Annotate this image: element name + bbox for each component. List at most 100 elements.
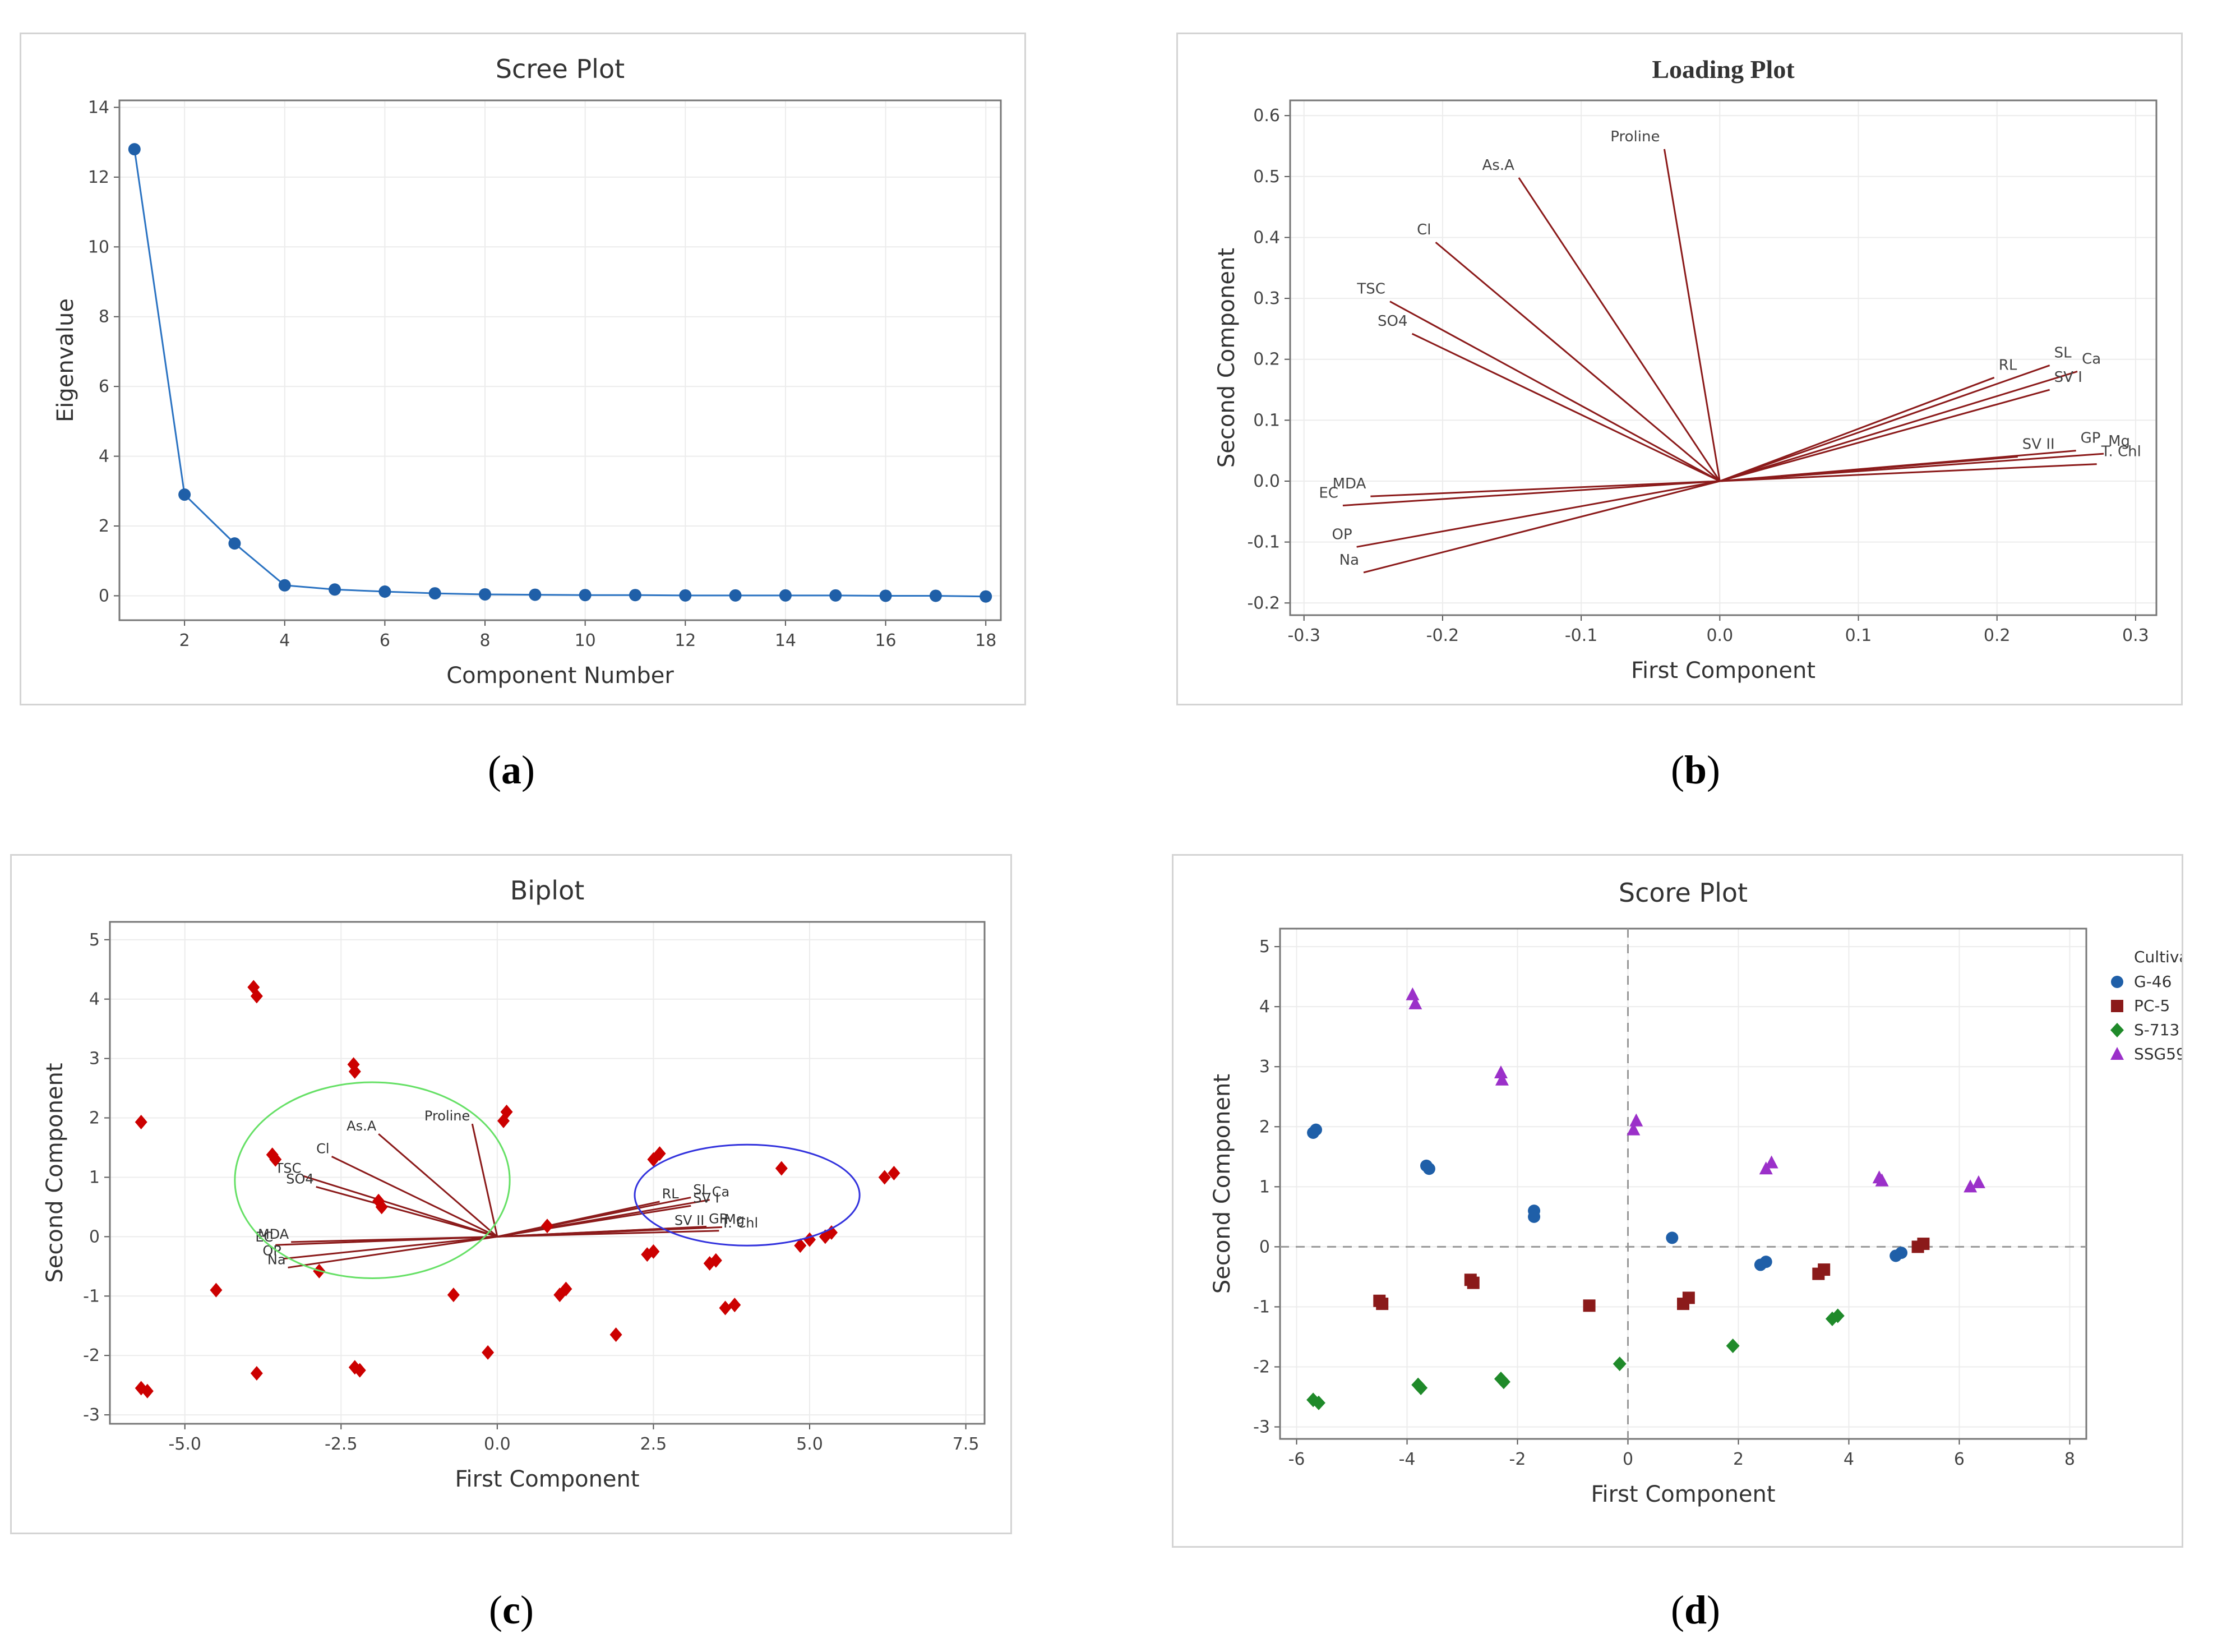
score-point	[1682, 1291, 1695, 1304]
x-tick-label: -4	[1399, 1450, 1416, 1469]
score-point	[709, 1253, 722, 1268]
x-tick-label: 0.1	[1845, 626, 1872, 645]
vector-label: Ca	[2082, 350, 2101, 367]
biplot-vector	[378, 1133, 498, 1238]
y-tick-label: 0.3	[1253, 289, 1280, 308]
score-point	[250, 1365, 263, 1381]
vector-label: GP	[2081, 430, 2101, 447]
x-axis-label: First Component	[1591, 1482, 1775, 1507]
biplot-svg: Biplot -5.0 -2.5 0.0 2.5 5.0 7.5 -3 -2 -1 0 1 2 3 4 5 Fi…	[42, 875, 986, 1492]
score-point	[1818, 1263, 1831, 1276]
panel-label-b: (b)	[1670, 747, 1720, 792]
score-point	[647, 1244, 660, 1259]
x-tick-label: -2	[1509, 1450, 1526, 1469]
loading-vector	[1719, 389, 2050, 482]
y-tick-label: -1	[1253, 1297, 1270, 1317]
score-point	[1414, 1381, 1428, 1395]
score-point	[1964, 1179, 1978, 1193]
y-axis-label: Eigenvalue	[53, 298, 78, 422]
y-tick-label: 0	[89, 1227, 100, 1247]
biplot-vector	[316, 1185, 498, 1238]
score-point	[1875, 1173, 1889, 1187]
score-point	[1764, 1155, 1778, 1169]
vector-label: T. Chl	[2101, 444, 2141, 460]
y-tick-label: 0	[1259, 1237, 1270, 1257]
panel-label-d: (d)	[1670, 1588, 1720, 1632]
loading-vector	[1719, 371, 2078, 482]
data-point	[128, 143, 141, 156]
x-tick-label: 6	[1954, 1450, 1965, 1469]
score-point	[141, 1383, 154, 1399]
plot-area-frame	[109, 921, 986, 1425]
score-point	[210, 1282, 223, 1298]
score-point	[775, 1161, 788, 1176]
vector-label: Na	[1339, 552, 1359, 569]
cluster-ellipse	[234, 1081, 511, 1280]
score-point	[1825, 1311, 1839, 1326]
score-point	[560, 1281, 572, 1296]
loading-plot-svg: Loading Plot -0.3 -0.2 -0.1 0.0 0.1 0.2 0.3 -0.2…	[1214, 55, 2158, 684]
data-point	[178, 488, 191, 501]
loading-vector	[1342, 480, 1720, 506]
chart-title: Biplot	[510, 875, 585, 906]
vector-label: SO4	[1378, 313, 1408, 330]
x-tick-label: 2	[179, 631, 190, 650]
score-point	[1666, 1231, 1679, 1244]
x-tick-label: 5.0	[796, 1434, 823, 1454]
score-point	[266, 1147, 279, 1162]
legend-entry: G-46	[2134, 972, 2172, 991]
score-plot-panel: Score Plot -6 -4 -2 0 2 4 6 8 -3 -2 -1 0 1 2 3 4 5 First C…	[1172, 854, 2183, 1548]
vector-label: RL	[1999, 357, 2017, 373]
x-tick-label: -6	[1288, 1450, 1305, 1469]
score-point	[1496, 1374, 1510, 1390]
data-point	[829, 589, 842, 602]
x-axis-label: Component Number	[446, 663, 674, 689]
score-point	[803, 1232, 816, 1247]
x-tick-label: 10	[575, 631, 596, 650]
chart-title: Score Plot	[1619, 878, 1748, 908]
x-tick-label: -0.1	[1565, 626, 1598, 645]
score-point	[888, 1166, 900, 1181]
y-tick-label: 0.4	[1253, 228, 1280, 247]
y-tick-label: 1	[1259, 1177, 1270, 1197]
y-tick-label: 4	[99, 447, 109, 467]
vector-label: SL	[693, 1182, 709, 1197]
y-tick-label: -0.1	[1247, 533, 1280, 552]
x-tick-label: 4	[1844, 1450, 1854, 1469]
loading-vector	[1663, 149, 1721, 482]
legend-marker	[2111, 976, 2123, 988]
vector-label: RL	[662, 1186, 680, 1202]
vector-label: SV II	[2022, 436, 2055, 453]
score-point	[1495, 1072, 1509, 1086]
y-tick-label: -2	[83, 1346, 100, 1365]
score-point	[1406, 987, 1420, 1000]
loading-vector	[1518, 177, 1721, 482]
y-tick-label: 6	[99, 377, 109, 396]
vector-label: SO4	[286, 1171, 313, 1187]
score-point	[719, 1300, 732, 1316]
score-plot-svg: Score Plot -6 -4 -2 0 2 4 6 8 -3 -2 -1 0 1 2 3 4 5 First C…	[1209, 878, 2182, 1507]
chart-title: Scree Plot	[496, 54, 625, 84]
score-point	[1408, 996, 1422, 1009]
y-tick-label: 0.6	[1253, 106, 1280, 126]
y-tick-label: 14	[88, 98, 109, 117]
data-point	[228, 537, 241, 550]
y-tick-label: 2	[99, 516, 109, 536]
x-tick-label: 0.2	[1984, 626, 2011, 645]
x-tick-label: 7.5	[953, 1434, 980, 1454]
score-point	[348, 1064, 361, 1079]
x-tick-label: -0.3	[1287, 626, 1320, 645]
score-point	[1310, 1123, 1323, 1136]
data-point	[479, 588, 492, 601]
score-point	[653, 1146, 666, 1161]
score-point	[1627, 1122, 1641, 1136]
x-tick-label: 16	[875, 631, 896, 650]
vector-label: EC	[1319, 484, 1338, 501]
legend-entry: PC-5	[2134, 996, 2170, 1015]
x-tick-label: 6	[380, 631, 390, 650]
vector-label: SV I	[2054, 369, 2082, 386]
score-point	[1376, 1298, 1389, 1310]
x-tick-label: 2.5	[640, 1434, 667, 1454]
biplot-vector	[303, 1175, 498, 1238]
vector-label: SV II	[675, 1213, 704, 1229]
